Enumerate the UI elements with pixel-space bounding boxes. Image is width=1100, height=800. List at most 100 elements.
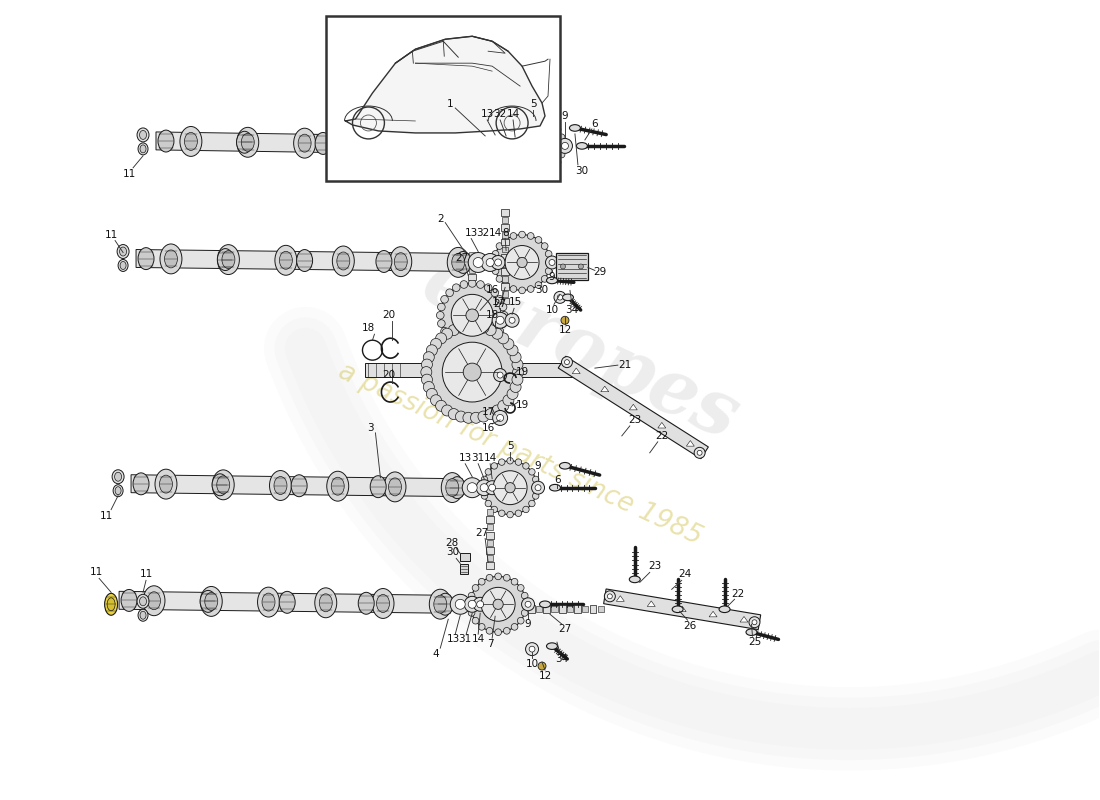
Circle shape bbox=[491, 462, 497, 469]
Bar bbox=[487, 540, 493, 546]
Circle shape bbox=[540, 116, 547, 122]
Circle shape bbox=[469, 279, 476, 287]
Circle shape bbox=[512, 623, 518, 630]
Circle shape bbox=[508, 139, 522, 153]
Circle shape bbox=[749, 617, 760, 628]
Text: 32: 32 bbox=[494, 109, 507, 119]
Ellipse shape bbox=[218, 245, 240, 274]
Circle shape bbox=[534, 485, 540, 491]
Text: 31: 31 bbox=[472, 453, 485, 462]
Text: 10: 10 bbox=[546, 306, 559, 315]
Circle shape bbox=[558, 134, 565, 141]
Ellipse shape bbox=[133, 473, 148, 494]
Bar bbox=[500, 298, 509, 304]
Ellipse shape bbox=[143, 586, 165, 616]
Ellipse shape bbox=[359, 592, 374, 614]
Ellipse shape bbox=[502, 258, 510, 267]
Ellipse shape bbox=[121, 590, 138, 611]
Circle shape bbox=[476, 342, 484, 350]
Circle shape bbox=[504, 627, 510, 634]
Ellipse shape bbox=[116, 486, 121, 494]
Ellipse shape bbox=[331, 478, 344, 495]
Ellipse shape bbox=[160, 475, 173, 493]
Ellipse shape bbox=[275, 246, 297, 275]
Polygon shape bbox=[658, 422, 666, 428]
Bar bbox=[460, 554, 470, 562]
Circle shape bbox=[522, 506, 529, 513]
Text: europes: europes bbox=[410, 245, 750, 456]
Circle shape bbox=[529, 500, 535, 506]
Circle shape bbox=[493, 599, 503, 610]
Circle shape bbox=[554, 126, 561, 133]
Circle shape bbox=[524, 116, 530, 122]
Circle shape bbox=[486, 258, 494, 266]
Circle shape bbox=[521, 610, 528, 616]
Ellipse shape bbox=[217, 476, 230, 494]
Circle shape bbox=[498, 459, 505, 466]
Circle shape bbox=[561, 357, 572, 368]
Ellipse shape bbox=[165, 250, 177, 268]
Ellipse shape bbox=[455, 251, 471, 274]
Text: 14: 14 bbox=[506, 109, 519, 119]
Circle shape bbox=[497, 372, 503, 378]
Text: 20: 20 bbox=[382, 310, 395, 320]
Bar bbox=[326, 16, 560, 181]
Circle shape bbox=[462, 478, 482, 498]
Bar bbox=[487, 524, 493, 530]
Polygon shape bbox=[131, 474, 462, 497]
Circle shape bbox=[521, 598, 535, 610]
Circle shape bbox=[491, 289, 498, 297]
Polygon shape bbox=[136, 250, 469, 271]
Circle shape bbox=[522, 601, 529, 608]
Circle shape bbox=[485, 136, 505, 156]
Text: a passion for parts since 1985: a passion for parts since 1985 bbox=[334, 359, 706, 550]
Circle shape bbox=[522, 462, 529, 469]
Text: 11: 11 bbox=[89, 567, 102, 578]
Circle shape bbox=[517, 618, 524, 624]
Circle shape bbox=[424, 382, 434, 393]
Circle shape bbox=[436, 400, 447, 411]
Ellipse shape bbox=[180, 126, 202, 156]
Ellipse shape bbox=[547, 277, 558, 284]
Ellipse shape bbox=[104, 594, 118, 615]
Circle shape bbox=[554, 159, 561, 166]
Text: 23: 23 bbox=[648, 562, 661, 571]
Ellipse shape bbox=[185, 133, 197, 150]
Text: 19: 19 bbox=[516, 367, 529, 377]
Circle shape bbox=[507, 345, 518, 356]
Bar bbox=[500, 254, 509, 260]
Circle shape bbox=[478, 322, 490, 333]
Circle shape bbox=[469, 343, 476, 351]
Circle shape bbox=[531, 482, 544, 494]
Circle shape bbox=[476, 601, 484, 608]
Ellipse shape bbox=[469, 137, 482, 154]
Circle shape bbox=[530, 141, 540, 151]
Bar bbox=[528, 606, 535, 614]
Circle shape bbox=[492, 405, 503, 416]
Ellipse shape bbox=[241, 134, 254, 151]
Text: 11: 11 bbox=[99, 510, 112, 521]
Text: 9: 9 bbox=[562, 111, 569, 121]
Ellipse shape bbox=[394, 253, 407, 270]
Ellipse shape bbox=[351, 129, 373, 159]
Ellipse shape bbox=[138, 610, 148, 622]
Text: 27: 27 bbox=[455, 254, 469, 263]
Circle shape bbox=[492, 268, 499, 274]
Circle shape bbox=[507, 511, 514, 518]
Circle shape bbox=[512, 374, 522, 385]
Text: 25: 25 bbox=[748, 637, 761, 647]
Circle shape bbox=[498, 333, 509, 344]
Polygon shape bbox=[604, 589, 761, 630]
Circle shape bbox=[450, 594, 470, 614]
Ellipse shape bbox=[388, 478, 401, 496]
Text: 9: 9 bbox=[525, 619, 531, 630]
Circle shape bbox=[452, 284, 460, 291]
Ellipse shape bbox=[147, 592, 161, 610]
Ellipse shape bbox=[376, 594, 389, 613]
Circle shape bbox=[440, 283, 504, 347]
Bar bbox=[468, 274, 476, 281]
Ellipse shape bbox=[257, 587, 279, 617]
Text: 3: 3 bbox=[367, 423, 374, 433]
Ellipse shape bbox=[114, 472, 122, 482]
Text: 6: 6 bbox=[592, 119, 598, 129]
